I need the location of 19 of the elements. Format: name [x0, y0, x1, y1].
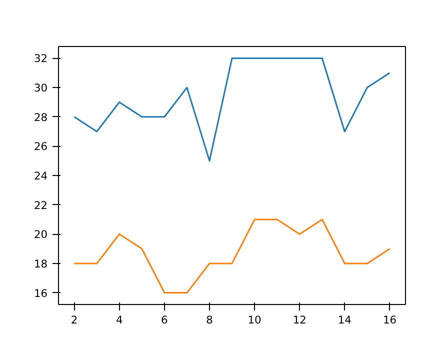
y-tick-label: 26 — [34, 140, 48, 154]
x-tick-label: 8 — [206, 314, 214, 326]
y-tick-label: 28 — [34, 110, 48, 124]
y-tick-label: 22 — [34, 198, 48, 212]
y-tick-label: 16 — [34, 286, 48, 300]
line-series — [74, 218, 390, 294]
x-tick-label: 6 — [161, 314, 168, 326]
x-tick-label: 10 — [248, 314, 262, 326]
x-tick-label: 12 — [292, 314, 306, 326]
x-tick-label: 14 — [338, 314, 352, 326]
y-tick-label: 30 — [34, 82, 48, 95]
y-tick-label: 18 — [34, 257, 48, 270]
x-tick-label: 2 — [70, 314, 78, 326]
x-tick-label: 16 — [382, 314, 397, 326]
line-series — [74, 57, 390, 162]
y-tick-label: 24 — [34, 170, 48, 182]
x-tick-label: 4 — [116, 314, 123, 326]
y-tick-label: 32 — [34, 52, 48, 66]
y-tick-label: 20 — [34, 228, 48, 242]
